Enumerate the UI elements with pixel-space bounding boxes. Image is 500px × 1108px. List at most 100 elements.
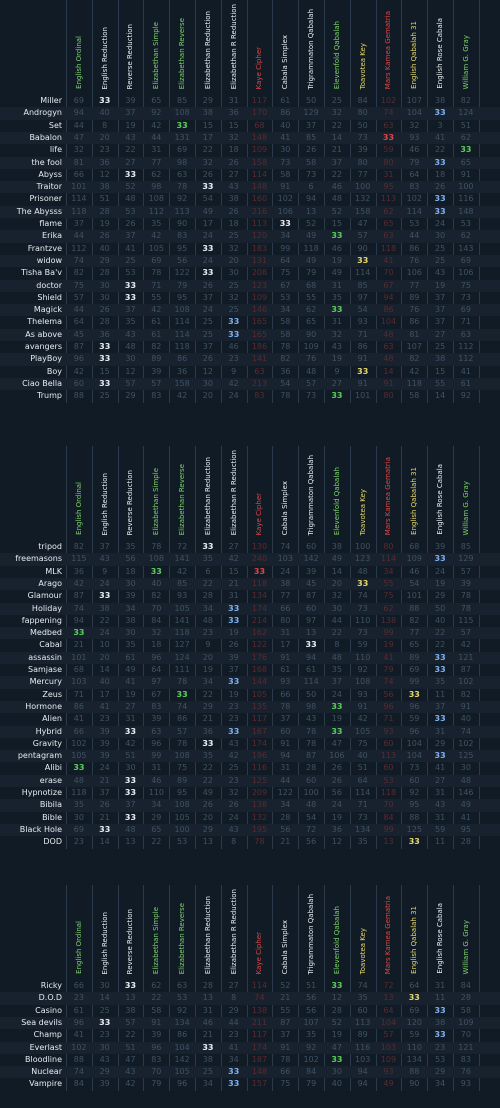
table-cell: 21 — [228, 578, 239, 588]
table-cell: 101 — [355, 391, 371, 401]
row-label: avangers — [24, 342, 62, 351]
table-cell: 33 — [176, 120, 188, 130]
table-cell: 52 — [305, 219, 317, 228]
table-cell: 113 — [380, 194, 397, 204]
table-cell: 87 — [305, 591, 317, 601]
table-cell: 87 — [305, 751, 317, 761]
table-cell: 97 — [151, 677, 162, 687]
table-cell: 79 — [151, 1079, 162, 1089]
table-cell: 39 — [99, 751, 110, 761]
table-cell: 92 — [151, 108, 162, 118]
table-cell: 85 — [460, 542, 471, 551]
row-label: life — [49, 145, 62, 155]
table-cell: 33 — [357, 366, 369, 376]
table-row: Miller 69 33 39 65 85 29 31 117 61 50 25 84 102 107 38 8… — [0, 95, 500, 107]
column-header: English Qabalah 31 — [401, 0, 427, 89]
table-cell: 102 — [71, 738, 87, 748]
table-cell: 25 — [228, 231, 239, 241]
table-cell: 38 — [434, 1017, 446, 1027]
row-label: Medbed — [30, 628, 62, 638]
table-cell: 73 — [460, 292, 471, 302]
table-cell: 49 — [305, 231, 317, 241]
table-cell: 33 — [99, 591, 111, 601]
table-cell: 102 — [303, 1054, 319, 1064]
table-cell: 35 — [125, 542, 136, 551]
row-label: Alibi — [44, 763, 62, 773]
table-cell: 89 — [409, 292, 420, 302]
table-cell: 23 — [202, 628, 213, 638]
table-cell: 33 — [124, 981, 137, 990]
table-cell: 58 — [305, 157, 317, 167]
table-cell: 59 — [357, 640, 368, 650]
table-cell: 59 — [409, 1030, 420, 1040]
table-cell: 37 — [434, 317, 446, 327]
table-cell: 25 — [202, 317, 213, 327]
table-cell: 48 — [73, 775, 84, 785]
table-cell: 38 — [434, 96, 446, 105]
table-cell: 25 — [434, 243, 446, 253]
table-cell: 38 — [280, 578, 291, 588]
table-cell: 37 — [125, 800, 136, 810]
table-cell: 30 — [99, 981, 110, 990]
table-cell: 105 — [174, 603, 190, 613]
table-cell: 98 — [305, 701, 317, 711]
table-cell: 74 — [357, 591, 368, 601]
table-cell: 22 — [202, 763, 213, 773]
table-cell: 13 — [383, 993, 394, 1003]
table-cell: 33 — [176, 689, 188, 699]
table-cell: 28 — [460, 837, 471, 847]
table-cell: 23 — [228, 714, 239, 724]
table-cell: 41 — [280, 132, 291, 142]
table-cell: 94 — [73, 108, 84, 118]
row-label: Champ — [33, 1030, 62, 1040]
column-header: Elizabethan Reduction — [195, 446, 221, 535]
table-cell: 80 — [280, 615, 291, 625]
column-header-label: Trigrammaton Qabalah — [307, 454, 316, 536]
table-cell: 124 — [174, 652, 190, 662]
column-header-label: English Reduction — [100, 911, 109, 975]
table-cell: 63 — [383, 120, 394, 130]
row-label: pentagram — [17, 751, 62, 761]
table-cell: 88 — [73, 1054, 84, 1064]
table-cell: 104 — [406, 751, 422, 761]
table-row: Bloodline 88 43 47 83 142 38 34 187 78 102 33 103 109… — [0, 1054, 500, 1066]
table-cell: 60 — [305, 775, 317, 785]
table-cell: 30 — [125, 763, 136, 773]
table-cell: 48 — [460, 775, 471, 785]
table-cell: 93 — [357, 689, 368, 699]
table-cell: 30 — [99, 1042, 110, 1052]
table-cell: 24 — [202, 231, 213, 241]
table-cell: 85 — [176, 578, 188, 588]
table-cell: 13 — [305, 628, 317, 638]
column-header: Elizabethan Reverse — [169, 0, 195, 89]
table-cell: 86 — [176, 714, 188, 724]
table-row: Zeus 71 17 19 67 33 22 19 105 66 50 24 93 56 33 11 82 — [0, 689, 500, 701]
table-cell: 25 — [434, 255, 446, 265]
table-row: Sea devils 96 33 57 91 134 46 44 211 87 107 52 113 10… — [0, 1016, 500, 1030]
table-cell: 72 — [305, 824, 317, 834]
table-cell: 37 — [331, 157, 342, 167]
table-cell: 104 — [406, 738, 422, 748]
table-cell: 91 — [460, 169, 471, 179]
table-row: Babalon 47 20 43 44 131 17 32 148 41 85 14 73 33 93 41 6… — [0, 131, 500, 145]
table-cell: 33 — [434, 751, 446, 761]
table-cell: 62 — [460, 231, 471, 241]
column-header-label: Elizabethan Reduction — [203, 456, 212, 535]
table-cell: 100 — [303, 788, 319, 797]
table-cell: 96 — [151, 738, 162, 748]
table-cell: 27 — [228, 981, 239, 990]
table-cell: 34 — [280, 305, 291, 315]
table-cell: 51 — [125, 751, 136, 761]
table-cell: 99 — [383, 628, 394, 638]
table-cell: 17 — [202, 132, 213, 142]
row-label: Prisoner — [29, 194, 62, 204]
table-cell: 9 — [231, 366, 237, 376]
table-cell: 31 — [434, 788, 446, 797]
column-header: English Rose Cabala — [427, 885, 453, 974]
table-cell: 73 — [357, 132, 368, 142]
table-cell: 18 — [125, 566, 136, 576]
table-row: Set 44 8 19 42 33 15 15 68 40 37 22 50 63 32 3 51 — [0, 120, 500, 132]
table-cell: 101 — [406, 591, 422, 601]
table-cell: 35 — [305, 1030, 317, 1040]
row-label: Everlast — [29, 1042, 62, 1052]
